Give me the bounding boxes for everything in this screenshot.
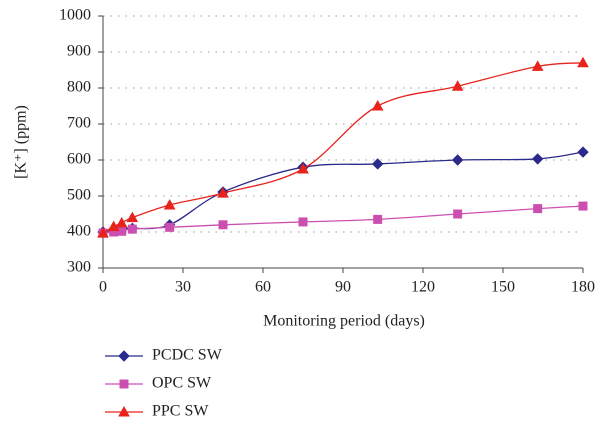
marker (371, 158, 384, 170)
legend-label: PPC SW (152, 403, 209, 420)
line (102, 151, 584, 233)
x-tick-label: 150 (491, 279, 515, 296)
marker (451, 80, 464, 91)
x-axis-label: Monitoring period (days) (263, 313, 425, 330)
y-tick-label: 900 (67, 43, 91, 60)
y-tick-label: 400 (67, 223, 91, 240)
x-tick-label: 60 (255, 279, 271, 296)
x-tick-label: 0 (99, 279, 107, 296)
marker (218, 220, 228, 230)
line (102, 205, 584, 234)
marker (117, 226, 127, 236)
x-tick-label: 90 (335, 279, 351, 296)
marker (371, 99, 384, 111)
marker (107, 220, 120, 232)
marker (373, 214, 383, 224)
marker (531, 60, 544, 71)
marker (126, 211, 139, 223)
marker (577, 56, 589, 68)
marker (127, 224, 137, 234)
marker (118, 405, 130, 417)
y-tick-label: 500 (67, 187, 91, 204)
y-tick-label: 300 (67, 259, 91, 276)
legend-label: OPC SW (152, 375, 212, 392)
x-tick-label: 30 (175, 279, 191, 296)
y-tick-label: 700 (67, 115, 91, 132)
marker (217, 187, 229, 198)
marker (533, 204, 543, 214)
marker (298, 217, 308, 227)
marker (531, 153, 544, 165)
x-tick-label: 120 (411, 279, 435, 296)
marker (451, 154, 464, 166)
y-tick-label: 600 (67, 151, 91, 168)
marker (453, 209, 463, 219)
marker (115, 216, 128, 228)
y-axis-label: [K⁺] (ppm) (13, 105, 30, 179)
x-tick-label: 180 (571, 279, 595, 296)
marker (297, 162, 309, 174)
legend-label: PCDC SW (152, 347, 223, 364)
marker (165, 222, 175, 232)
marker (118, 350, 130, 362)
y-tick-label: 1000 (59, 7, 91, 24)
marker (97, 227, 109, 238)
marker (119, 379, 129, 389)
y-tick-label: 800 (67, 79, 91, 96)
marker (578, 201, 588, 211)
marker (577, 146, 589, 158)
marker (163, 198, 176, 210)
